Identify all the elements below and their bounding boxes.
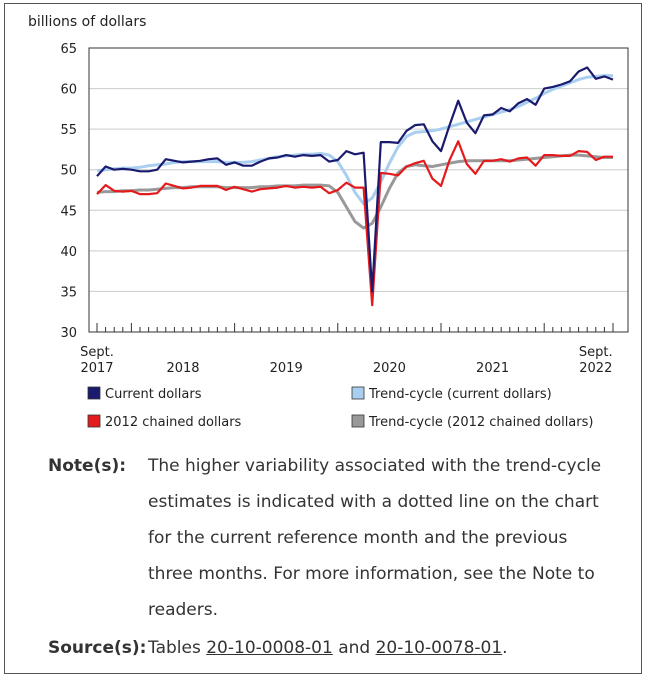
note-row: Note(s): The higher variability associat… (48, 448, 608, 628)
legend-swatch (87, 414, 101, 428)
x-tick-label: Sept. (80, 345, 114, 360)
legend: Current dollars Trend-cycle (current doll… (87, 386, 593, 430)
series-line (96, 74, 613, 206)
source-link-table-2[interactable]: 20-10-0078-01 (375, 638, 503, 658)
source-link-table-1[interactable]: 20-10-0008-01 (206, 638, 333, 658)
legend-swatch (351, 414, 365, 428)
y-tick-label: 35 (60, 285, 77, 300)
source-text: Tables 20-10-0008-01 and 20-10-0078-01. (148, 630, 508, 666)
legend-label: Trend-cycle (2012 chained dollars) (368, 415, 593, 430)
x-tick-label: 2018 (166, 361, 199, 376)
legend-swatch (351, 386, 365, 400)
plot-area-border (88, 47, 629, 333)
x-tick-label: 2021 (476, 361, 509, 376)
series-line (96, 140, 613, 307)
legend-label: Trend-cycle (current dollars) (368, 387, 552, 402)
figure-frame (4, 3, 642, 674)
source-suffix: . (502, 638, 508, 658)
y-axis-label: billions of dollars (28, 14, 146, 30)
note-line: readers. (148, 600, 218, 620)
y-tick-label: 45 (60, 204, 77, 219)
y-tick-label: 65 (60, 42, 77, 57)
note-line: for the current reference month and the … (148, 528, 568, 548)
source-label: Source(s): (48, 638, 147, 658)
note-text: The higher variability associated with t… (148, 448, 601, 628)
line-chart: billions of dollars 30 35 40 45 50 55 60 65 Sep… (28, 14, 629, 430)
gridlines (89, 88, 628, 292)
y-tick-label: 55 (60, 123, 77, 138)
x-tick-label: 2017 (80, 361, 113, 376)
y-tick-label: 60 (60, 83, 77, 98)
note-line: three months. For more information, see … (148, 564, 595, 584)
x-tick-label: Sept. (579, 345, 613, 360)
series-line (96, 66, 614, 293)
note-label: Note(s): (48, 456, 127, 476)
source-row: Source(s): Tables 20-10-0008-01 and 20-1… (48, 630, 608, 666)
x-tick-label: 2022 (579, 361, 612, 376)
notes-section: Note(s): The higher variability associat… (48, 448, 608, 666)
legend-swatch (87, 386, 101, 400)
y-tick-label: 30 (60, 326, 77, 341)
x-tick-label: 2020 (373, 361, 406, 376)
legend-label: 2012 chained dollars (105, 415, 242, 430)
note-line: The higher variability associated with t… (148, 456, 602, 476)
y-tick-label: 50 (60, 164, 77, 179)
source-prefix: Tables (148, 638, 207, 658)
source-mid: and (332, 638, 376, 658)
x-tick-label: 2019 (270, 361, 303, 376)
y-tick-label: 40 (60, 245, 77, 260)
note-line: estimates is indicated with a dotted lin… (148, 492, 599, 512)
legend-label: Current dollars (105, 387, 202, 402)
y-axis-ticks: 30 35 40 45 50 55 60 65 (60, 42, 77, 341)
series-lines (96, 66, 614, 307)
